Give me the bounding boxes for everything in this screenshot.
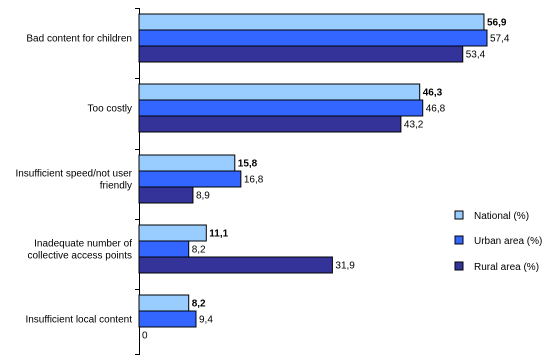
category-label-line: Too costly <box>88 104 132 115</box>
data-label: 46,3 <box>423 88 443 99</box>
bar-rural <box>138 186 194 204</box>
data-label: 16,8 <box>244 175 264 186</box>
category-label-line: friendly <box>100 181 132 192</box>
bar-national <box>138 83 421 101</box>
data-label: 46,8 <box>426 104 446 115</box>
bar-urban <box>138 170 242 188</box>
bar-urban <box>138 240 190 258</box>
bar-urban <box>138 310 197 328</box>
bar-national <box>138 294 190 312</box>
data-label: 43,2 <box>404 120 424 131</box>
category-label: Insufficient speed/not user friendly <box>15 169 132 192</box>
data-label: 8,9 <box>196 191 210 202</box>
category-label: Inadequate number of collective access po… <box>28 239 133 262</box>
legend-label: National (%) <box>474 211 529 222</box>
bar-urban <box>138 29 488 47</box>
category-label: Too costly <box>88 104 132 115</box>
legend-label: Urban area (%) <box>474 236 542 247</box>
category-label-line: collective access points <box>28 251 133 262</box>
bar-national <box>138 154 236 172</box>
bar-urban <box>138 99 424 117</box>
data-label: 31,9 <box>335 261 355 272</box>
data-label: 8,2 <box>192 299 206 310</box>
data-label: 8,2 <box>192 245 206 256</box>
bar-rural <box>138 115 402 133</box>
category-label-line: Inadequate number of <box>34 239 132 250</box>
data-label: 53,4 <box>466 50 486 61</box>
category-label-line: Bad content for children <box>26 34 132 45</box>
labels-layer: Bad content for children Too costly Insuff… <box>15 18 509 342</box>
bar-rural <box>138 256 333 274</box>
bar-national <box>138 13 485 31</box>
data-label: 15,8 <box>238 159 258 170</box>
legend-swatch <box>454 261 464 271</box>
data-label: 56,9 <box>487 18 507 29</box>
category-label: Insufficient local content <box>25 315 132 326</box>
legend-swatch <box>454 210 464 220</box>
data-label: 0 <box>142 331 148 342</box>
legend-label: Rural area (%) <box>474 262 539 273</box>
legend-swatch <box>454 235 464 245</box>
category-label-line: Insufficient local content <box>25 315 132 326</box>
bar-national <box>138 224 207 242</box>
category-label-line: Insufficient speed/not user <box>15 169 132 180</box>
category-label: Bad content for children <box>26 34 132 45</box>
bars-layer <box>138 13 488 328</box>
bar-rural <box>138 45 464 63</box>
data-label: 57,4 <box>490 34 510 45</box>
legend: National (%) Urban area (%) Rural area (%) <box>454 210 542 273</box>
data-label: 11,1 <box>209 229 228 240</box>
data-label: 9,4 <box>199 315 213 326</box>
